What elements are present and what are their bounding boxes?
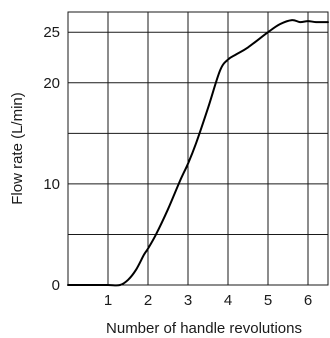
y-tick-label-0: 0 — [52, 277, 60, 294]
y-tick-label-20: 20 — [43, 75, 60, 92]
plot-frame — [67, 11, 329, 286]
grid — [68, 12, 328, 286]
x-tick-label-2: 2 — [144, 292, 152, 309]
y-tick-label-10: 10 — [43, 176, 60, 193]
x-tick-label-3: 3 — [184, 292, 192, 309]
axis-ticks: 1 2 3 4 5 6 0 10 20 25 — [43, 24, 312, 309]
x-tick-label-5: 5 — [264, 292, 272, 309]
y-tick-label-25: 25 — [43, 24, 60, 41]
x-axis-label: Number of handle revolutions — [106, 320, 302, 337]
flow-rate-line — [67, 19, 329, 287]
x-tick-label-1: 1 — [104, 292, 112, 309]
y-axis-label: Flow rate (L/min) — [9, 92, 26, 205]
x-tick-label-6: 6 — [304, 292, 312, 309]
x-tick-label-4: 4 — [224, 292, 232, 309]
